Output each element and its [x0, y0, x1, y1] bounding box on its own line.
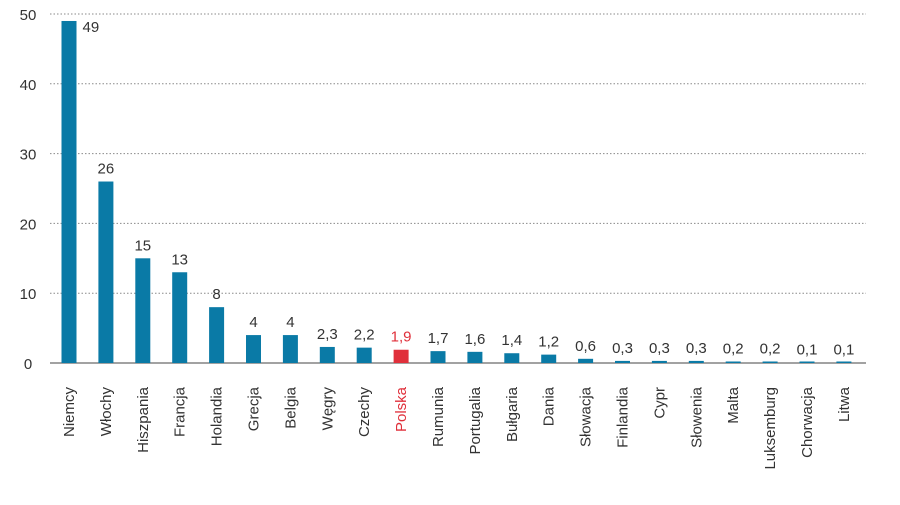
y-axis-ticks: 0 10 20 30 40 50 — [20, 7, 37, 373]
data-label: 0,3 — [686, 340, 707, 357]
data-label: 15 — [134, 237, 151, 254]
x-tick-label: Czechy — [356, 387, 373, 438]
x-tick-label: Finlandia — [615, 386, 632, 448]
bar — [467, 351, 483, 363]
bar — [762, 361, 778, 363]
x-tick-label: Polska — [393, 386, 410, 432]
data-label: 4 — [286, 314, 294, 331]
data-label: 2,2 — [354, 327, 375, 344]
data-label: 0,1 — [833, 341, 854, 358]
x-tick-label: Słowacja — [578, 386, 595, 447]
x-tick-label: Węgry — [319, 387, 336, 431]
y-tick-label: 40 — [20, 77, 37, 94]
data-label: 1,7 — [428, 330, 449, 347]
x-tick-label: Malta — [725, 386, 742, 423]
data-label: 0,2 — [760, 341, 781, 358]
x-tick-label: Rumunia — [430, 386, 447, 447]
bar — [836, 361, 852, 363]
y-tick-label: 0 — [24, 356, 32, 373]
bar — [282, 335, 298, 363]
data-label: 26 — [98, 161, 115, 178]
bar — [430, 351, 446, 363]
bar — [209, 307, 225, 363]
data-label: 1,6 — [464, 331, 485, 348]
y-tick-label: 10 — [20, 286, 37, 303]
data-label: 8 — [212, 286, 220, 303]
data-label: 0,3 — [612, 340, 633, 357]
data-label: 4 — [249, 314, 257, 331]
bar — [725, 361, 741, 363]
bar — [319, 346, 335, 363]
bar — [615, 360, 630, 363]
x-tick-label: Hiszpania — [135, 386, 152, 453]
bar — [246, 335, 261, 363]
x-tick-label: Portugalia — [467, 386, 484, 454]
x-tick-label: Niemcy — [61, 387, 78, 438]
x-tick-label: Dania — [541, 386, 558, 426]
data-label: 2,3 — [317, 326, 338, 343]
bar — [172, 272, 188, 363]
value-labels: 49 26 15 13 8 4 4 2,3 2,2 1,9 1,7 1,6 1,4 1,2 0,6 0,3 0,… — [83, 19, 855, 358]
bar — [578, 358, 594, 363]
bar — [356, 347, 372, 363]
bar — [799, 361, 815, 363]
y-tick-label: 30 — [20, 147, 37, 164]
bar — [393, 349, 409, 363]
bar — [688, 360, 704, 363]
x-tick-label: Cypr — [651, 387, 668, 419]
bars — [61, 20, 852, 363]
y-tick-label: 20 — [20, 216, 37, 233]
data-label: 1,2 — [538, 334, 559, 351]
x-tick-label: Belgia — [282, 386, 299, 428]
data-label: 0,3 — [649, 340, 670, 357]
x-tick-label: Luksemburg — [762, 387, 779, 470]
data-label: 1,9 — [391, 329, 412, 346]
bar — [98, 181, 114, 363]
data-label: 0,6 — [575, 338, 596, 355]
data-label: 49 — [83, 19, 100, 36]
x-tick-label: Chorwacja — [799, 386, 816, 458]
x-tick-label: Holandia — [209, 386, 226, 446]
bar — [541, 354, 557, 363]
data-label: 0,2 — [723, 341, 744, 358]
x-axis-labels: Niemcy Włochy Hiszpania Francja Holandia Grec… — [61, 386, 853, 469]
bar — [504, 353, 520, 363]
bar — [651, 360, 667, 363]
x-tick-label: Francja — [172, 386, 189, 437]
y-tick-label: 50 — [20, 7, 37, 24]
x-tick-label: Słowenia — [688, 386, 705, 448]
x-tick-label: Bułgaria — [504, 386, 521, 442]
data-label: 13 — [171, 251, 188, 268]
bar — [135, 258, 151, 363]
bar — [61, 20, 77, 363]
data-label: 0,1 — [797, 341, 818, 358]
x-tick-label: Grecja — [246, 386, 263, 431]
x-tick-label: Litwa — [836, 386, 853, 422]
x-tick-label: Włochy — [98, 387, 115, 437]
data-label: 1,4 — [501, 332, 522, 349]
